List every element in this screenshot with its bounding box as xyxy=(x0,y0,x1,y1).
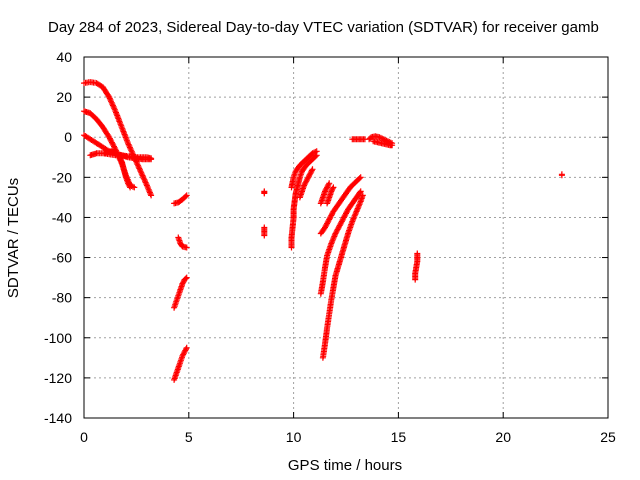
data-point-marker xyxy=(558,171,565,178)
series-track-t10 xyxy=(261,188,268,197)
series-track-t14 xyxy=(296,166,316,201)
y-tick-label: -120 xyxy=(44,370,72,386)
data-point-marker xyxy=(356,175,363,182)
plot-area-border xyxy=(83,56,609,419)
series-track-t11 xyxy=(261,224,268,239)
data-point-marker xyxy=(359,192,366,199)
x-tick-label: 10 xyxy=(286,429,302,445)
y-tick-label: 40 xyxy=(56,49,72,65)
y-tick-label: -100 xyxy=(44,330,72,346)
data-point-marker xyxy=(357,188,364,195)
data-point-marker xyxy=(183,244,190,251)
data-point-marker xyxy=(183,192,190,199)
y-tick-label: -80 xyxy=(52,290,72,306)
x-tick-label: 25 xyxy=(600,429,616,445)
data-point-marker xyxy=(308,167,315,174)
data-point-marker xyxy=(127,184,134,191)
y-tick-label: -20 xyxy=(52,169,72,185)
data-point-marker xyxy=(356,189,363,196)
data-point-marker xyxy=(182,275,189,282)
series-track-t19 xyxy=(319,192,366,361)
series-track-t5 xyxy=(102,148,134,191)
data-point-marker xyxy=(111,105,118,112)
data-point-marker xyxy=(148,192,155,199)
axis-ticks xyxy=(83,56,609,419)
y-tick-label: -60 xyxy=(52,250,72,266)
data-point-marker xyxy=(309,166,316,173)
data-point-marker xyxy=(261,190,268,197)
data-point-marker xyxy=(261,232,268,239)
data-point-marker xyxy=(108,98,114,105)
data-point-marker xyxy=(329,185,336,192)
data-point-marker xyxy=(357,174,364,181)
data-point-marker xyxy=(313,148,320,155)
data-point-marker xyxy=(330,184,337,191)
series-track-t15 xyxy=(317,180,333,207)
data-point-marker xyxy=(183,346,189,353)
series-track-t16 xyxy=(324,184,337,207)
series-track-t12 xyxy=(288,152,320,251)
series-track-t1 xyxy=(81,79,155,199)
series-track-t13 xyxy=(288,148,320,191)
series-track-t24 xyxy=(558,171,565,179)
grid-lines xyxy=(84,57,608,418)
series-track-t7 xyxy=(175,234,190,251)
y-tick-labels: -140 -120 -100 -80 -60 -40 -20 0 20 40 xyxy=(44,49,72,426)
y-tick-label: 20 xyxy=(56,89,72,105)
chart-title: Day 284 of 2023, Sidereal Day-to-day VTE… xyxy=(48,19,599,36)
series-track-t22 xyxy=(370,138,396,149)
series-track-t18 xyxy=(317,188,364,297)
data-point-marker xyxy=(389,142,396,149)
x-axis-title: GPS time / hours xyxy=(288,457,402,474)
y-tick-label: -140 xyxy=(44,410,72,426)
data-point-marker xyxy=(148,155,155,162)
data-point-marker xyxy=(414,250,421,257)
x-tick-labels: 0 5 10 15 20 25 xyxy=(80,429,616,445)
data-point-marker xyxy=(183,344,190,351)
y-tick-label: -40 xyxy=(52,209,72,225)
data-series xyxy=(81,79,565,383)
series-track-t17 xyxy=(317,174,364,237)
series-track-t8 xyxy=(171,274,190,311)
x-tick-label: 15 xyxy=(391,429,407,445)
series-track-t9 xyxy=(171,344,190,383)
series-track-t6 xyxy=(171,192,190,207)
series-track-t20 xyxy=(349,136,368,143)
y-tick-label: 0 xyxy=(64,129,72,145)
data-point-marker xyxy=(182,193,189,200)
x-tick-label: 0 xyxy=(80,429,88,445)
data-point-marker xyxy=(326,180,333,187)
x-tick-label: 5 xyxy=(185,429,193,445)
data-point-marker xyxy=(183,274,190,281)
x-tick-label: 20 xyxy=(495,429,511,445)
series-track-t23 xyxy=(412,250,421,283)
y-axis-title: SDTVAR / TECUs xyxy=(5,178,22,298)
